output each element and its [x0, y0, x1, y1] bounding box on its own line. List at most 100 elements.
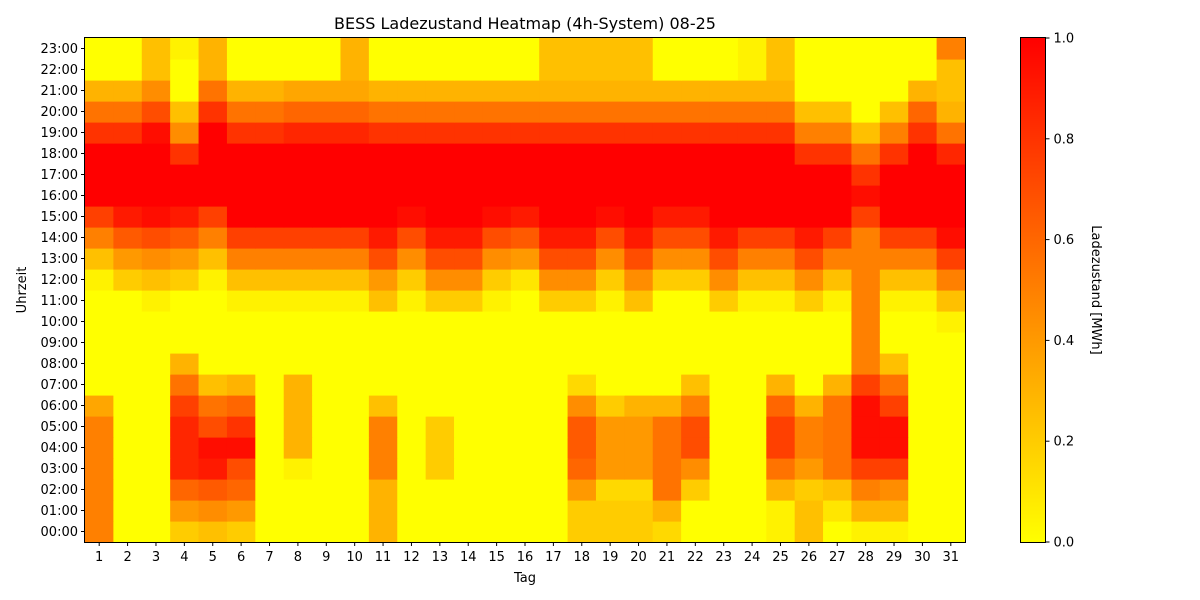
heatmap-cell [567, 437, 597, 459]
heatmap-cell [879, 395, 909, 417]
heatmap-cell [113, 458, 143, 480]
x-tick-label: 10 [346, 550, 363, 565]
heatmap-cell [624, 227, 654, 249]
heatmap-cell [397, 311, 427, 333]
heatmap-cell [652, 521, 682, 543]
heatmap-cell [510, 500, 540, 522]
heatmap-cell [681, 206, 711, 228]
y-tick-label: 07:00 [41, 378, 78, 393]
heatmap-cell [681, 311, 711, 333]
heatmap-cell [823, 395, 853, 417]
y-tick-label: 00:00 [41, 525, 78, 540]
heatmap-cell [794, 332, 824, 354]
heatmap-cell [879, 269, 909, 291]
heatmap-cell [226, 311, 256, 333]
heatmap-cell [198, 458, 228, 480]
heatmap-cell [908, 311, 938, 333]
heatmap-cell [283, 395, 313, 417]
heatmap-cell [482, 38, 512, 60]
heatmap-cell [368, 521, 398, 543]
heatmap-cell [567, 227, 597, 249]
heatmap-cell [255, 206, 285, 228]
heatmap-cell [823, 458, 853, 480]
heatmap-cell [624, 185, 654, 207]
heatmap-cell [340, 500, 370, 522]
heatmap-cell [368, 269, 398, 291]
heatmap-cell [539, 395, 569, 417]
heatmap-cell [255, 101, 285, 123]
heatmap-cell [85, 80, 114, 102]
heatmap-cell [709, 185, 739, 207]
heatmap-cell [908, 80, 938, 102]
heatmap-cell [766, 101, 796, 123]
heatmap-cell [567, 143, 597, 165]
x-tick-label: 9 [322, 550, 330, 565]
heatmap-cell [482, 185, 512, 207]
heatmap-cell [567, 185, 597, 207]
heatmap-cell [226, 332, 256, 354]
heatmap-cell [425, 332, 455, 354]
heatmap-cell [340, 122, 370, 144]
heatmap-cell [766, 332, 796, 354]
x-tick-label: 22 [687, 550, 704, 565]
heatmap-cell [851, 290, 881, 312]
heatmap-cell [766, 500, 796, 522]
heatmap-cell [226, 395, 256, 417]
heatmap-cell [567, 374, 597, 396]
heatmap-cell [595, 437, 625, 459]
heatmap-cell [567, 500, 597, 522]
heatmap-cell [454, 143, 484, 165]
heatmap-cell [510, 479, 540, 501]
heatmap-cell [823, 311, 853, 333]
heatmap-cell [681, 122, 711, 144]
heatmap-cell [794, 437, 824, 459]
heatmap-cell [908, 437, 938, 459]
y-tick-label: 06:00 [41, 399, 78, 414]
heatmap-cell [595, 248, 625, 270]
heatmap-cell [226, 248, 256, 270]
y-tick-label: 20:00 [41, 105, 78, 120]
heatmap-cell [170, 479, 200, 501]
heatmap-cell [340, 479, 370, 501]
heatmap-cell [454, 311, 484, 333]
heatmap-cell [141, 143, 171, 165]
heatmap-cell [425, 38, 455, 60]
heatmap-cell [482, 122, 512, 144]
heatmap-cell [908, 38, 938, 60]
heatmap-cell [936, 500, 966, 522]
heatmap-cell [652, 458, 682, 480]
heatmap-cell [170, 80, 200, 102]
heatmap-cell [766, 185, 796, 207]
heatmap-cell [454, 38, 484, 60]
heatmap-cell [936, 374, 966, 396]
heatmap-cell [141, 374, 171, 396]
heatmap-cell [226, 374, 256, 396]
heatmap-cell [226, 458, 256, 480]
heatmap-cell [879, 143, 909, 165]
heatmap-cell [709, 416, 739, 438]
heatmap-cell [226, 122, 256, 144]
x-tick-label: 28 [857, 550, 874, 565]
heatmap-cell [255, 227, 285, 249]
x-tick-label: 27 [829, 550, 846, 565]
heatmap-cell [198, 143, 228, 165]
heatmap-cell [652, 122, 682, 144]
heatmap-cell [141, 206, 171, 228]
heatmap-cell [766, 206, 796, 228]
heatmap-cell [624, 437, 654, 459]
heatmap-cell [709, 332, 739, 354]
heatmap-cell [255, 353, 285, 375]
heatmap-cell [737, 500, 767, 522]
heatmap-cell [283, 164, 313, 186]
heatmap-cell [397, 521, 427, 543]
heatmap-cell [312, 479, 342, 501]
y-axis-ticks: 00:00 01:00 02:00 03:00 04:00 05:00 06:00 07:00… [41, 42, 85, 540]
heatmap-cell [113, 269, 143, 291]
x-tick-label: 3 [152, 550, 160, 565]
heatmap-cell [851, 143, 881, 165]
heatmap-cell [624, 206, 654, 228]
heatmap-cell [340, 101, 370, 123]
heatmap-cell [510, 374, 540, 396]
heatmap-cell [823, 227, 853, 249]
